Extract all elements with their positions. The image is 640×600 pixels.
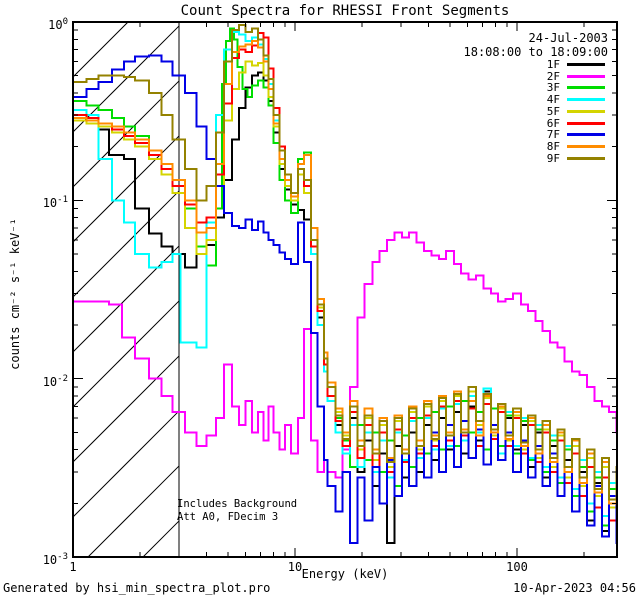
legend-entry-9F: 9F [0,151,640,165]
legend-entry-label: 6F [546,116,560,130]
x-axis-label: Energy (keV) [301,567,389,581]
legend-entry-1F: 1F [0,59,640,71]
x-tick-label-10: 10 [287,560,303,574]
legend-entry-label: 2F [546,69,560,83]
legend-entry-label: 1F [546,58,560,71]
legend-color-swatch [567,144,605,148]
legend-entry-6F: 6F [0,116,640,130]
x-tick-label-100: 100 [506,560,528,574]
chart-title: Count Spectra for RHESSI Front Segments [180,3,510,19]
legend-entry-3F: 3F [0,82,640,94]
y-tick-label-10e-1: 10-1 [42,195,68,211]
legend-entry-label: 9F [546,151,560,165]
legend-entry-label: 8F [546,139,560,153]
series-9F [73,24,617,557]
legend-time-range: 18:08:00 to 18:09:00 [463,45,609,59]
y-tick-label-10e0: 100 [48,17,68,32]
legend-color-swatch [567,86,605,90]
footer-generator-note: Generated by hsi_min_spectra_plot.pro [3,581,271,595]
series-2F [73,231,617,479]
annotation-includes-background: Includes Background [177,498,297,510]
legend-color-swatch [567,98,605,102]
legend-color-swatch [567,133,605,137]
legend-entry-8F: 8F [0,139,640,153]
series-3F [73,27,617,538]
axes-frame-and-ticks [72,21,618,558]
footer-timestamp: 10-Apr-2023 04:56 [513,581,636,595]
legend-color-swatch [567,63,605,66]
legend-entry-2F: 2F [0,69,640,83]
legend-entry-label: 4F [546,93,560,107]
legend-entry-label: 7F [546,128,560,142]
legend-entry-label: 5F [546,104,560,118]
x-tick-label-1: 1 [69,560,77,574]
y-tick-label-10e-3: 10-3 [42,551,68,567]
legend-color-swatch [567,121,605,125]
legend-color-swatch [567,109,605,113]
annotation-attenuator-decimation: Att A0, FDecim 3 [177,511,278,523]
legend-color-swatch [567,156,605,160]
legend-entry-4F: 4F [0,94,640,106]
y-axis-label: counts cm⁻² s⁻¹ keV⁻¹ [8,218,22,370]
legend-entry-5F: 5F [0,104,640,118]
legend-date: 24-Jul-2003 [528,31,608,45]
legend-entry-7F: 7F [0,129,640,141]
y-tick-label-10e-2: 10-2 [42,373,68,389]
legend-entry-label: 3F [546,81,560,95]
spectra-series-curves [73,24,617,557]
legend-color-swatch [567,74,605,78]
